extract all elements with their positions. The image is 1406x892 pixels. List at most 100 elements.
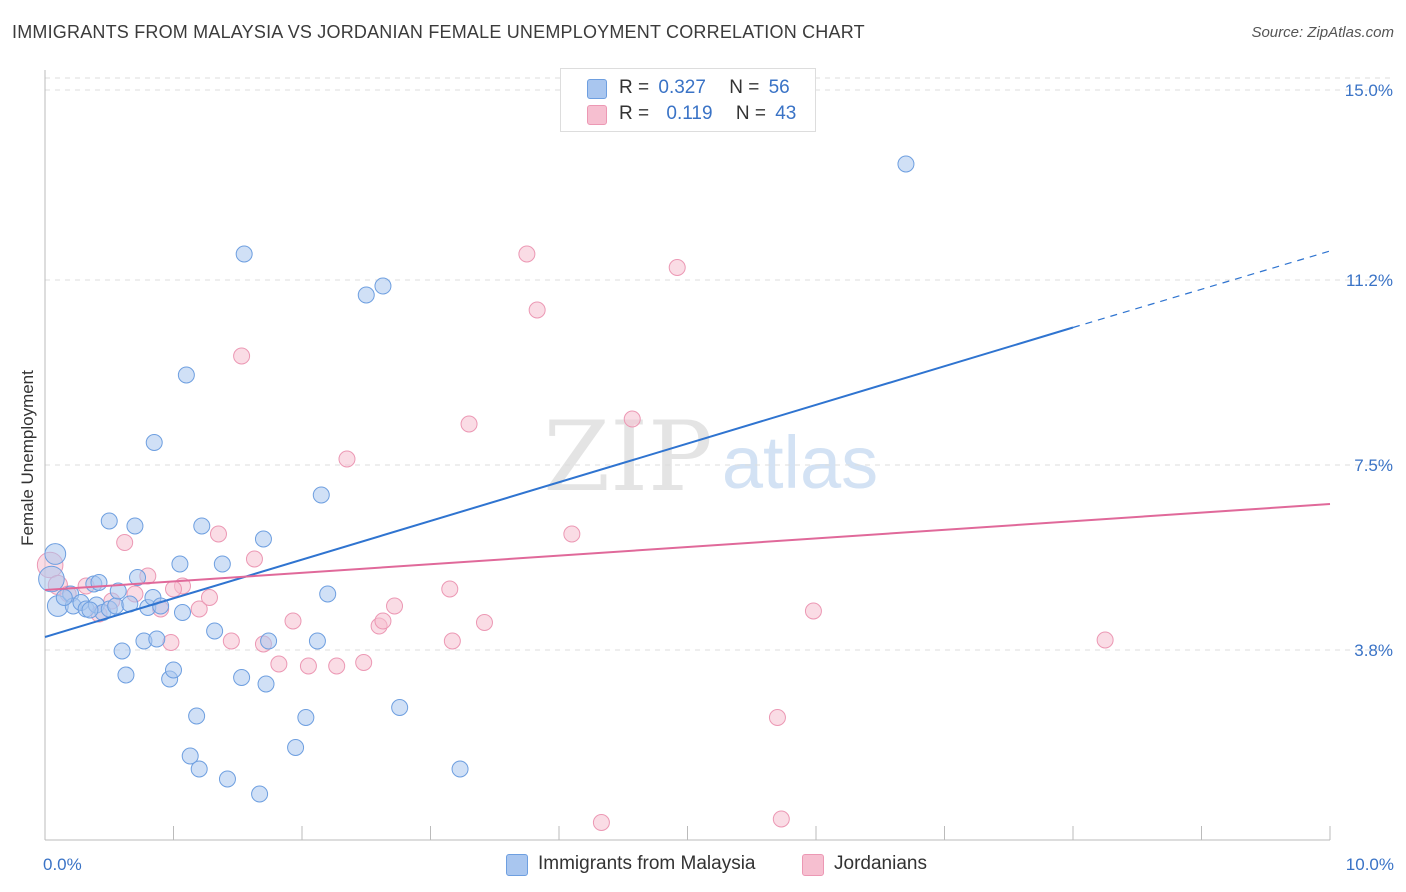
jordanian-point [623, 410, 641, 428]
legend-swatch-blue [587, 79, 607, 99]
malaysia-point [90, 574, 108, 591]
legend-swatch-pink [587, 105, 607, 125]
malaysia-point [308, 632, 326, 650]
malaysia-point [44, 543, 67, 565]
jordanian-point [668, 259, 686, 276]
jordanian-point [190, 600, 208, 618]
trend-lines [44, 250, 1331, 638]
jordanian-point [528, 301, 546, 319]
malaysia-point [148, 630, 166, 648]
series-legend: Immigrants from Malaysia Jordanians [0, 852, 1406, 878]
malaysia-point [213, 555, 231, 573]
jordanian-point [355, 654, 373, 671]
y-tick-label: 3.8% [1354, 641, 1393, 660]
jordanian-point [772, 810, 790, 828]
malaysia-point [357, 286, 375, 304]
n-label: N = [735, 103, 766, 124]
malaysia-point [165, 661, 182, 679]
malaysia-point [55, 589, 73, 606]
malaysia-point [100, 512, 118, 530]
x-tick-label: 0.0% [43, 855, 82, 874]
malaysia-point [287, 739, 305, 756]
malaysia-point [177, 366, 195, 384]
tick-labels: 3.8% 7.5% 11.2% 15.0% 0.0% 10.0% [43, 81, 1394, 874]
chart-title: IMMIGRANTS FROM MALAYSIA VS JORDANIAN FE… [12, 22, 865, 42]
jordanian-point [162, 634, 180, 651]
malaysia-point [206, 622, 224, 640]
malaysia-point [129, 569, 147, 586]
malaysia-point [171, 555, 189, 573]
watermark-atlas: atlas [722, 421, 878, 504]
malaysia-point [188, 707, 206, 725]
jordanians-trend-line [44, 503, 1331, 591]
jordanian-point [245, 550, 263, 568]
watermark: ZIP atlas [543, 401, 878, 513]
malaysia-point [257, 675, 275, 693]
malaysia-point [190, 760, 208, 778]
malaysia-point [181, 747, 199, 765]
legend-label: Immigrants from Malaysia [538, 853, 756, 874]
malaysia-point [233, 669, 251, 686]
jordanian-point [284, 612, 302, 630]
malaysia-point [451, 760, 469, 778]
malaysia-point [897, 155, 915, 173]
y-tick-label: 15.0% [1345, 81, 1393, 100]
malaysia-point [193, 517, 211, 535]
jordanian-point [338, 450, 356, 468]
malaysia-point [107, 597, 125, 615]
malaysia-point [145, 434, 163, 451]
malaysia-trend-line [44, 326, 1074, 638]
malaysia-point [218, 770, 236, 788]
malaysia-point [374, 277, 392, 295]
source-label: Source: ZipAtlas.com [1251, 24, 1394, 41]
jordanian-point [592, 814, 610, 831]
r-value: 0.119 [666, 103, 713, 124]
legend-label: Jordanians [834, 853, 927, 874]
jordanian-point [165, 580, 182, 598]
jordanian-point [374, 612, 392, 630]
jordanian-point [1096, 631, 1114, 649]
gridlines [45, 77, 1395, 651]
jordanians-points [36, 245, 1114, 831]
y-tick-label: 11.2% [1346, 271, 1393, 290]
n-value: 43 [775, 103, 797, 124]
r-label: R = [619, 77, 650, 98]
jordanian-point [475, 614, 493, 631]
x-tick-label: 10.0% [1346, 855, 1394, 874]
malaysia-trend-extension [1072, 250, 1331, 329]
jordanian-point [222, 632, 240, 650]
jordanian-point [328, 657, 346, 675]
malaysia-point [235, 245, 253, 263]
r-value: 0.327 [658, 77, 706, 98]
jordanian-point [200, 589, 218, 606]
jordanian-point [233, 347, 251, 365]
y-tick-label: 7.5% [1354, 456, 1393, 475]
axes [44, 70, 1331, 841]
malaysia-point [312, 486, 330, 504]
malaysia-point [391, 699, 409, 716]
malaysia-point [173, 604, 191, 621]
n-value: 56 [768, 77, 790, 98]
jordanian-point [443, 632, 461, 650]
legend-swatch-blue [506, 854, 528, 876]
malaysia-point [260, 632, 278, 650]
jordanian-point [441, 580, 459, 598]
correlation-legend: R = 0.327 N = 56 R = 0.119 N = 43 [560, 68, 816, 132]
jordanian-point [209, 525, 227, 543]
malaysia-point [297, 709, 315, 726]
malaysia-points [38, 155, 915, 803]
jordanian-point [386, 597, 404, 615]
malaysia-point [109, 582, 127, 600]
malaysia-point [38, 565, 65, 593]
jordanian-point [804, 602, 822, 620]
malaysia-point [126, 517, 144, 535]
jordanian-point [460, 415, 478, 433]
malaysia-point [81, 601, 99, 619]
jordanian-point [116, 534, 134, 551]
malaysia-point [254, 530, 272, 548]
jordanian-point [563, 525, 581, 543]
n-label: N = [729, 77, 760, 98]
malaysia-point [319, 585, 337, 603]
legend-swatch-pink [802, 854, 824, 876]
